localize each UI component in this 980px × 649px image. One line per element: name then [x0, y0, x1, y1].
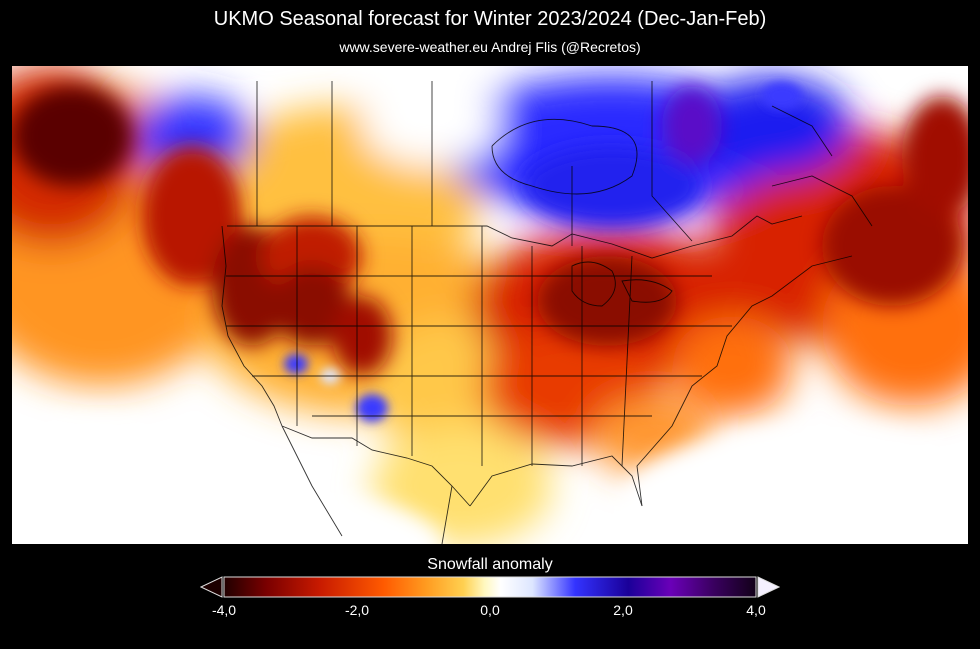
colorbar-title: Snowfall anomaly [427, 556, 553, 573]
colorbar [199, 575, 781, 604]
colorbar-tick: 2,0 [613, 602, 633, 618]
colorbar-tick: -2,0 [344, 602, 370, 618]
map-title: UKMO Seasonal forecast for Winter 2023/2… [213, 8, 767, 30]
snowfall-anomaly-map [12, 66, 968, 544]
colorbar-tick: 4,0 [746, 602, 766, 618]
colorbar-gradient [223, 576, 757, 598]
colorbar-tick: -4,0 [211, 602, 237, 618]
map-subtitle: www.severe-weather.eu Andrej Flis (@Recr… [339, 39, 641, 55]
colorbar-over-arrow [757, 576, 781, 598]
colorbar-under-arrow [199, 576, 223, 598]
colorbar-tick: 0,0 [480, 602, 500, 618]
